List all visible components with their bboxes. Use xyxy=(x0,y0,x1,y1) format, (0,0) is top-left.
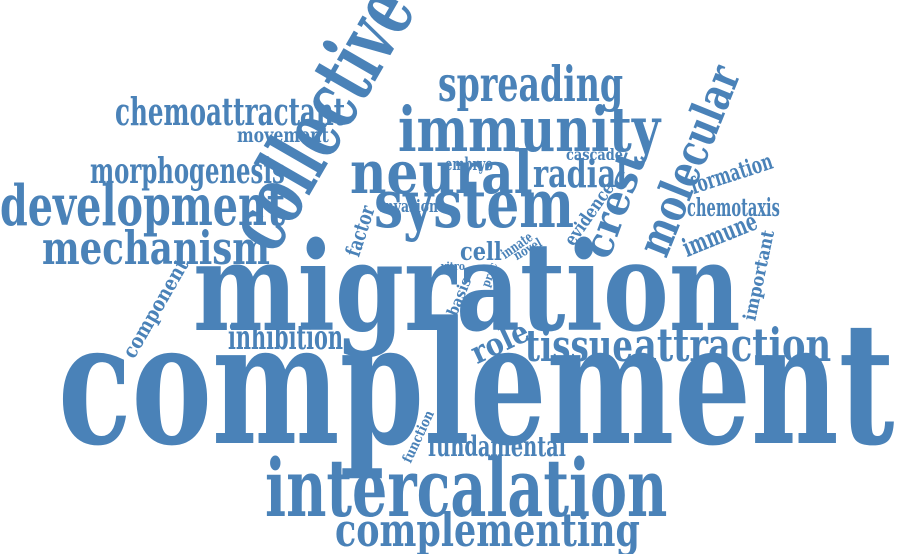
word-complement: complement xyxy=(58,284,895,484)
word-spreading: spreading xyxy=(438,55,624,113)
word-embryo: embryo xyxy=(445,154,493,176)
word-development: development xyxy=(0,172,286,239)
word-neural: neural xyxy=(350,137,533,207)
word-invasion: invasion xyxy=(380,196,438,217)
word-vitro: vitro xyxy=(441,258,465,273)
word-tissue: tissue xyxy=(525,321,634,373)
word-intercalation: intercalation xyxy=(265,441,668,536)
word-migration: migration xyxy=(193,215,741,361)
word-movement: movement xyxy=(237,122,329,147)
word-chemoattractant: chemoattractant xyxy=(115,89,346,135)
word-morphogenesis: morphogenesis xyxy=(90,150,285,193)
word-chemotaxis: chemotaxis xyxy=(687,193,780,224)
word-mechanism: mechanism xyxy=(42,220,270,275)
word-cell: cell xyxy=(460,237,502,268)
word-complementing: complementing xyxy=(335,502,640,554)
word-inhibition: inhibition xyxy=(228,318,343,358)
word-fundamental: fundamental xyxy=(428,429,566,463)
word-immunity: immunity xyxy=(398,93,661,167)
word-attraction: attraction xyxy=(634,317,832,372)
word-cascade: cascade xyxy=(566,146,623,165)
word-system: system xyxy=(374,163,575,243)
word-radial: radial xyxy=(533,151,628,197)
